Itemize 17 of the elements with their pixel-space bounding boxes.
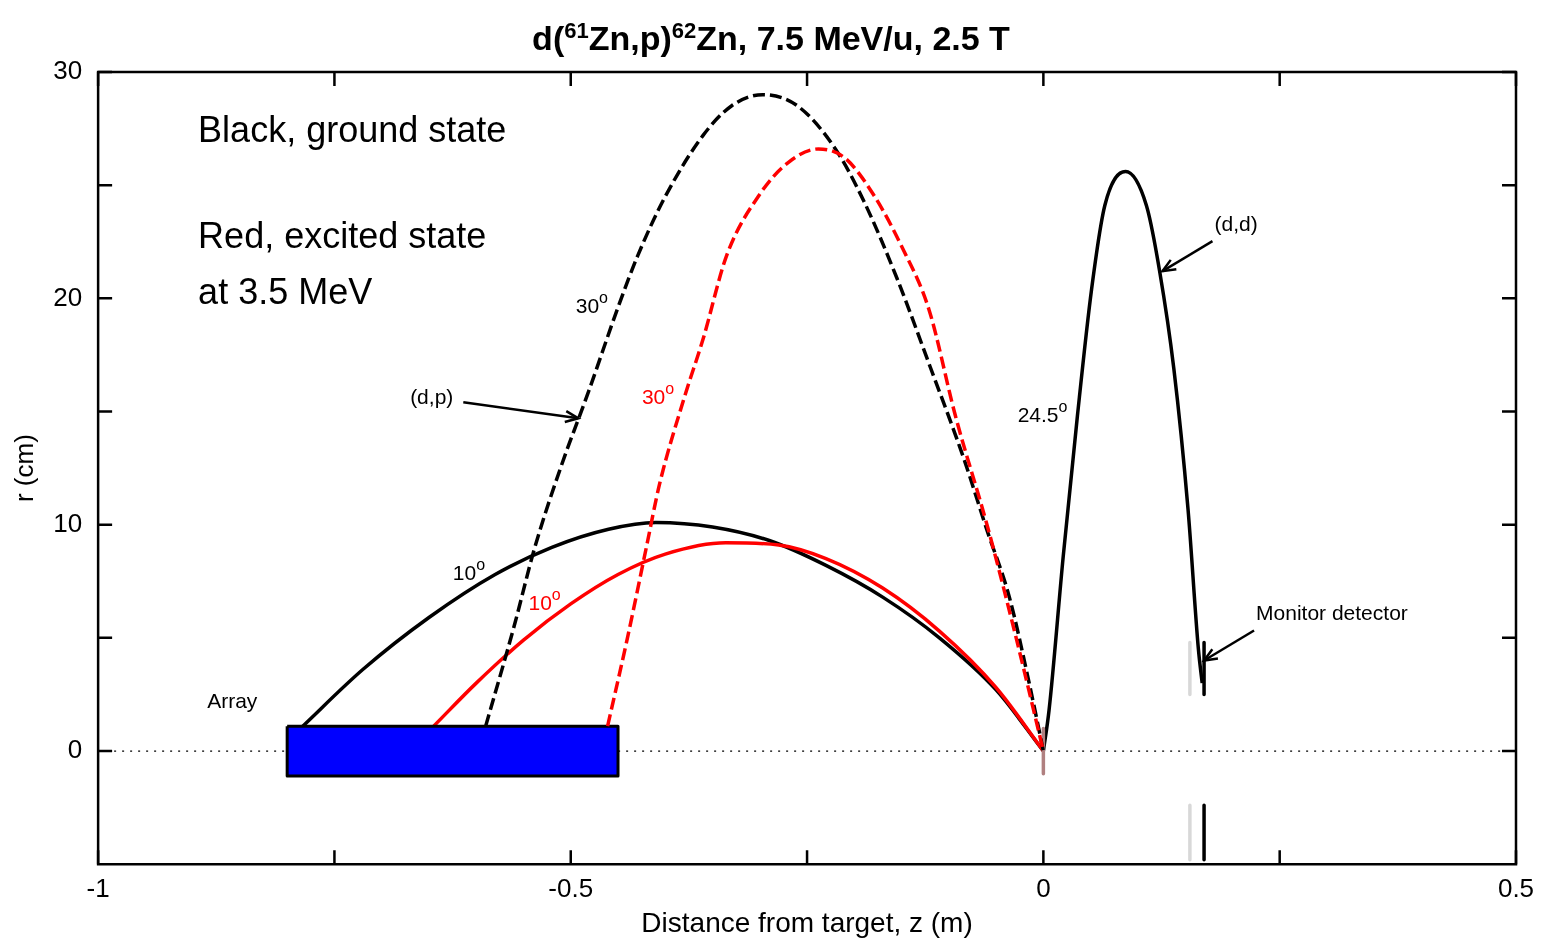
annotation: (d,p) [410, 385, 454, 409]
chart-title: d($^{61}$Zn,p)$^{62}$Zn, 7.5 MeV/u, 2.5 T [532, 18, 1010, 58]
series-label: Array [207, 688, 258, 712]
x-axis-title: Distance from target, z (m) [641, 906, 973, 938]
y-tick-label: 0 [67, 734, 83, 765]
y-tick-label: 30 [53, 55, 83, 86]
y-tick-label: 20 [53, 281, 83, 312]
annotation: Black, ground state [198, 108, 507, 152]
x-tick-label: 0.5 [1497, 872, 1535, 903]
y-tick-label: 10 [53, 507, 83, 538]
annotation: (d,d) [1214, 211, 1258, 235]
x-tick-label: 0 [1036, 872, 1051, 903]
x-tick-label: -0.5 [548, 872, 594, 903]
annotation: Red, excited state at 3.5 MeV [198, 214, 488, 314]
y-axis-title: r (cm) [8, 434, 39, 503]
annotation: Monitor detector [1256, 601, 1408, 625]
x-tick-label: -1 [86, 872, 110, 903]
